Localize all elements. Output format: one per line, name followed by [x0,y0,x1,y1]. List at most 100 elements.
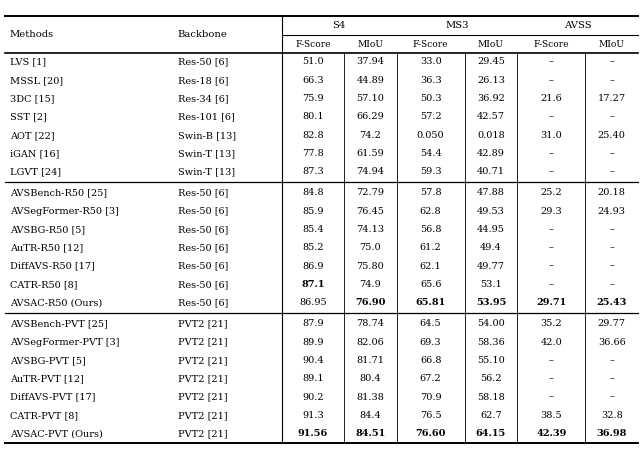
Text: 42.89: 42.89 [477,149,505,158]
Text: 64.5: 64.5 [420,319,442,328]
Text: 62.7: 62.7 [480,411,502,420]
Text: –: – [549,356,554,365]
Text: 42.39: 42.39 [536,429,566,438]
Text: MIoU: MIoU [599,40,625,49]
Text: Res-50 [6]: Res-50 [6] [178,189,228,198]
Text: 36.3: 36.3 [420,76,442,85]
Text: 86.95: 86.95 [299,298,326,307]
Text: 89.1: 89.1 [302,374,324,383]
Text: PVT2 [21]: PVT2 [21] [178,392,228,401]
Text: 29.71: 29.71 [536,298,566,307]
Text: AVSegFormer-PVT [3]: AVSegFormer-PVT [3] [10,337,119,346]
Text: Swin-B [13]: Swin-B [13] [178,131,236,140]
Text: Res-18 [6]: Res-18 [6] [178,76,228,85]
Text: Methods: Methods [10,30,54,39]
Text: –: – [609,225,614,234]
Text: 85.2: 85.2 [302,244,324,252]
Text: MS3: MS3 [445,21,468,30]
Text: –: – [609,57,614,66]
Text: 24.93: 24.93 [598,207,626,216]
Text: AVSBench-R50 [25]: AVSBench-R50 [25] [10,189,107,198]
Text: PVT2 [21]: PVT2 [21] [178,374,228,383]
Text: MIoU: MIoU [478,40,504,49]
Text: 74.13: 74.13 [356,225,385,234]
Text: MSSL [20]: MSSL [20] [10,76,63,85]
Text: 89.9: 89.9 [302,337,324,346]
Text: –: – [549,244,554,252]
Text: F-Score: F-Score [413,40,449,49]
Text: –: – [549,374,554,383]
Text: LVS [1]: LVS [1] [10,57,45,66]
Text: DiffAVS-PVT [17]: DiffAVS-PVT [17] [10,392,95,401]
Text: 57.8: 57.8 [420,189,442,198]
Text: –: – [549,167,554,176]
Text: Backbone: Backbone [178,30,228,39]
Text: 76.60: 76.60 [415,429,446,438]
Text: –: – [549,280,554,289]
Text: 36.66: 36.66 [598,337,626,346]
Text: 72.79: 72.79 [356,189,384,198]
Text: 40.71: 40.71 [477,167,505,176]
Text: 87.3: 87.3 [302,167,324,176]
Text: 44.95: 44.95 [477,225,505,234]
Text: –: – [609,262,614,271]
Text: 29.45: 29.45 [477,57,505,66]
Text: F-Score: F-Score [534,40,569,49]
Text: 25.40: 25.40 [598,131,626,140]
Text: 80.4: 80.4 [360,374,381,383]
Text: –: – [549,392,554,401]
Text: 82.06: 82.06 [356,337,384,346]
Text: AuTR-R50 [12]: AuTR-R50 [12] [10,244,83,252]
Text: MIoU: MIoU [357,40,383,49]
Text: 49.4: 49.4 [480,244,502,252]
Text: 17.27: 17.27 [598,94,626,103]
Text: 44.89: 44.89 [356,76,384,85]
Text: 58.36: 58.36 [477,337,505,346]
Text: AVSAC-R50 (Ours): AVSAC-R50 (Ours) [10,298,102,307]
Text: Res-50 [6]: Res-50 [6] [178,298,228,307]
Text: AVSegFormer-R50 [3]: AVSegFormer-R50 [3] [10,207,118,216]
Text: –: – [609,244,614,252]
Text: AVSBG-PVT [5]: AVSBG-PVT [5] [10,356,85,365]
Text: –: – [549,149,554,158]
Text: 54.4: 54.4 [420,149,442,158]
Text: 42.0: 42.0 [541,337,563,346]
Text: 55.10: 55.10 [477,356,505,365]
Text: 76.90: 76.90 [355,298,385,307]
Text: 75.9: 75.9 [302,94,324,103]
Text: 50.3: 50.3 [420,94,442,103]
Text: AVSAC-PVT (Ours): AVSAC-PVT (Ours) [10,429,102,438]
Text: 56.8: 56.8 [420,225,442,234]
Text: 74.2: 74.2 [359,131,381,140]
Text: 65.6: 65.6 [420,280,442,289]
Text: 82.8: 82.8 [302,131,324,140]
Text: –: – [549,112,554,121]
Text: PVT2 [21]: PVT2 [21] [178,356,228,365]
Text: 66.8: 66.8 [420,356,442,365]
Text: 84.4: 84.4 [360,411,381,420]
Text: PVT2 [21]: PVT2 [21] [178,429,228,438]
Text: S4: S4 [332,21,346,30]
Text: 20.18: 20.18 [598,189,626,198]
Text: 54.00: 54.00 [477,319,505,328]
Text: –: – [549,76,554,85]
Text: 21.6: 21.6 [541,94,563,103]
Text: LGVT [24]: LGVT [24] [10,167,61,176]
Text: 69.3: 69.3 [420,337,442,346]
Text: 53.95: 53.95 [476,298,506,307]
Text: –: – [609,167,614,176]
Text: –: – [609,112,614,121]
Text: 31.0: 31.0 [541,131,563,140]
Text: 85.4: 85.4 [302,225,324,234]
Text: –: – [549,262,554,271]
Text: 0.018: 0.018 [477,131,505,140]
Text: 76.5: 76.5 [420,411,442,420]
Text: 64.15: 64.15 [476,429,506,438]
Text: AVSBG-R50 [5]: AVSBG-R50 [5] [10,225,84,234]
Text: 80.1: 80.1 [302,112,324,121]
Text: PVT2 [21]: PVT2 [21] [178,411,228,420]
Text: 81.38: 81.38 [356,392,384,401]
Text: 29.3: 29.3 [541,207,563,216]
Text: 75.0: 75.0 [360,244,381,252]
Text: 84.8: 84.8 [302,189,324,198]
